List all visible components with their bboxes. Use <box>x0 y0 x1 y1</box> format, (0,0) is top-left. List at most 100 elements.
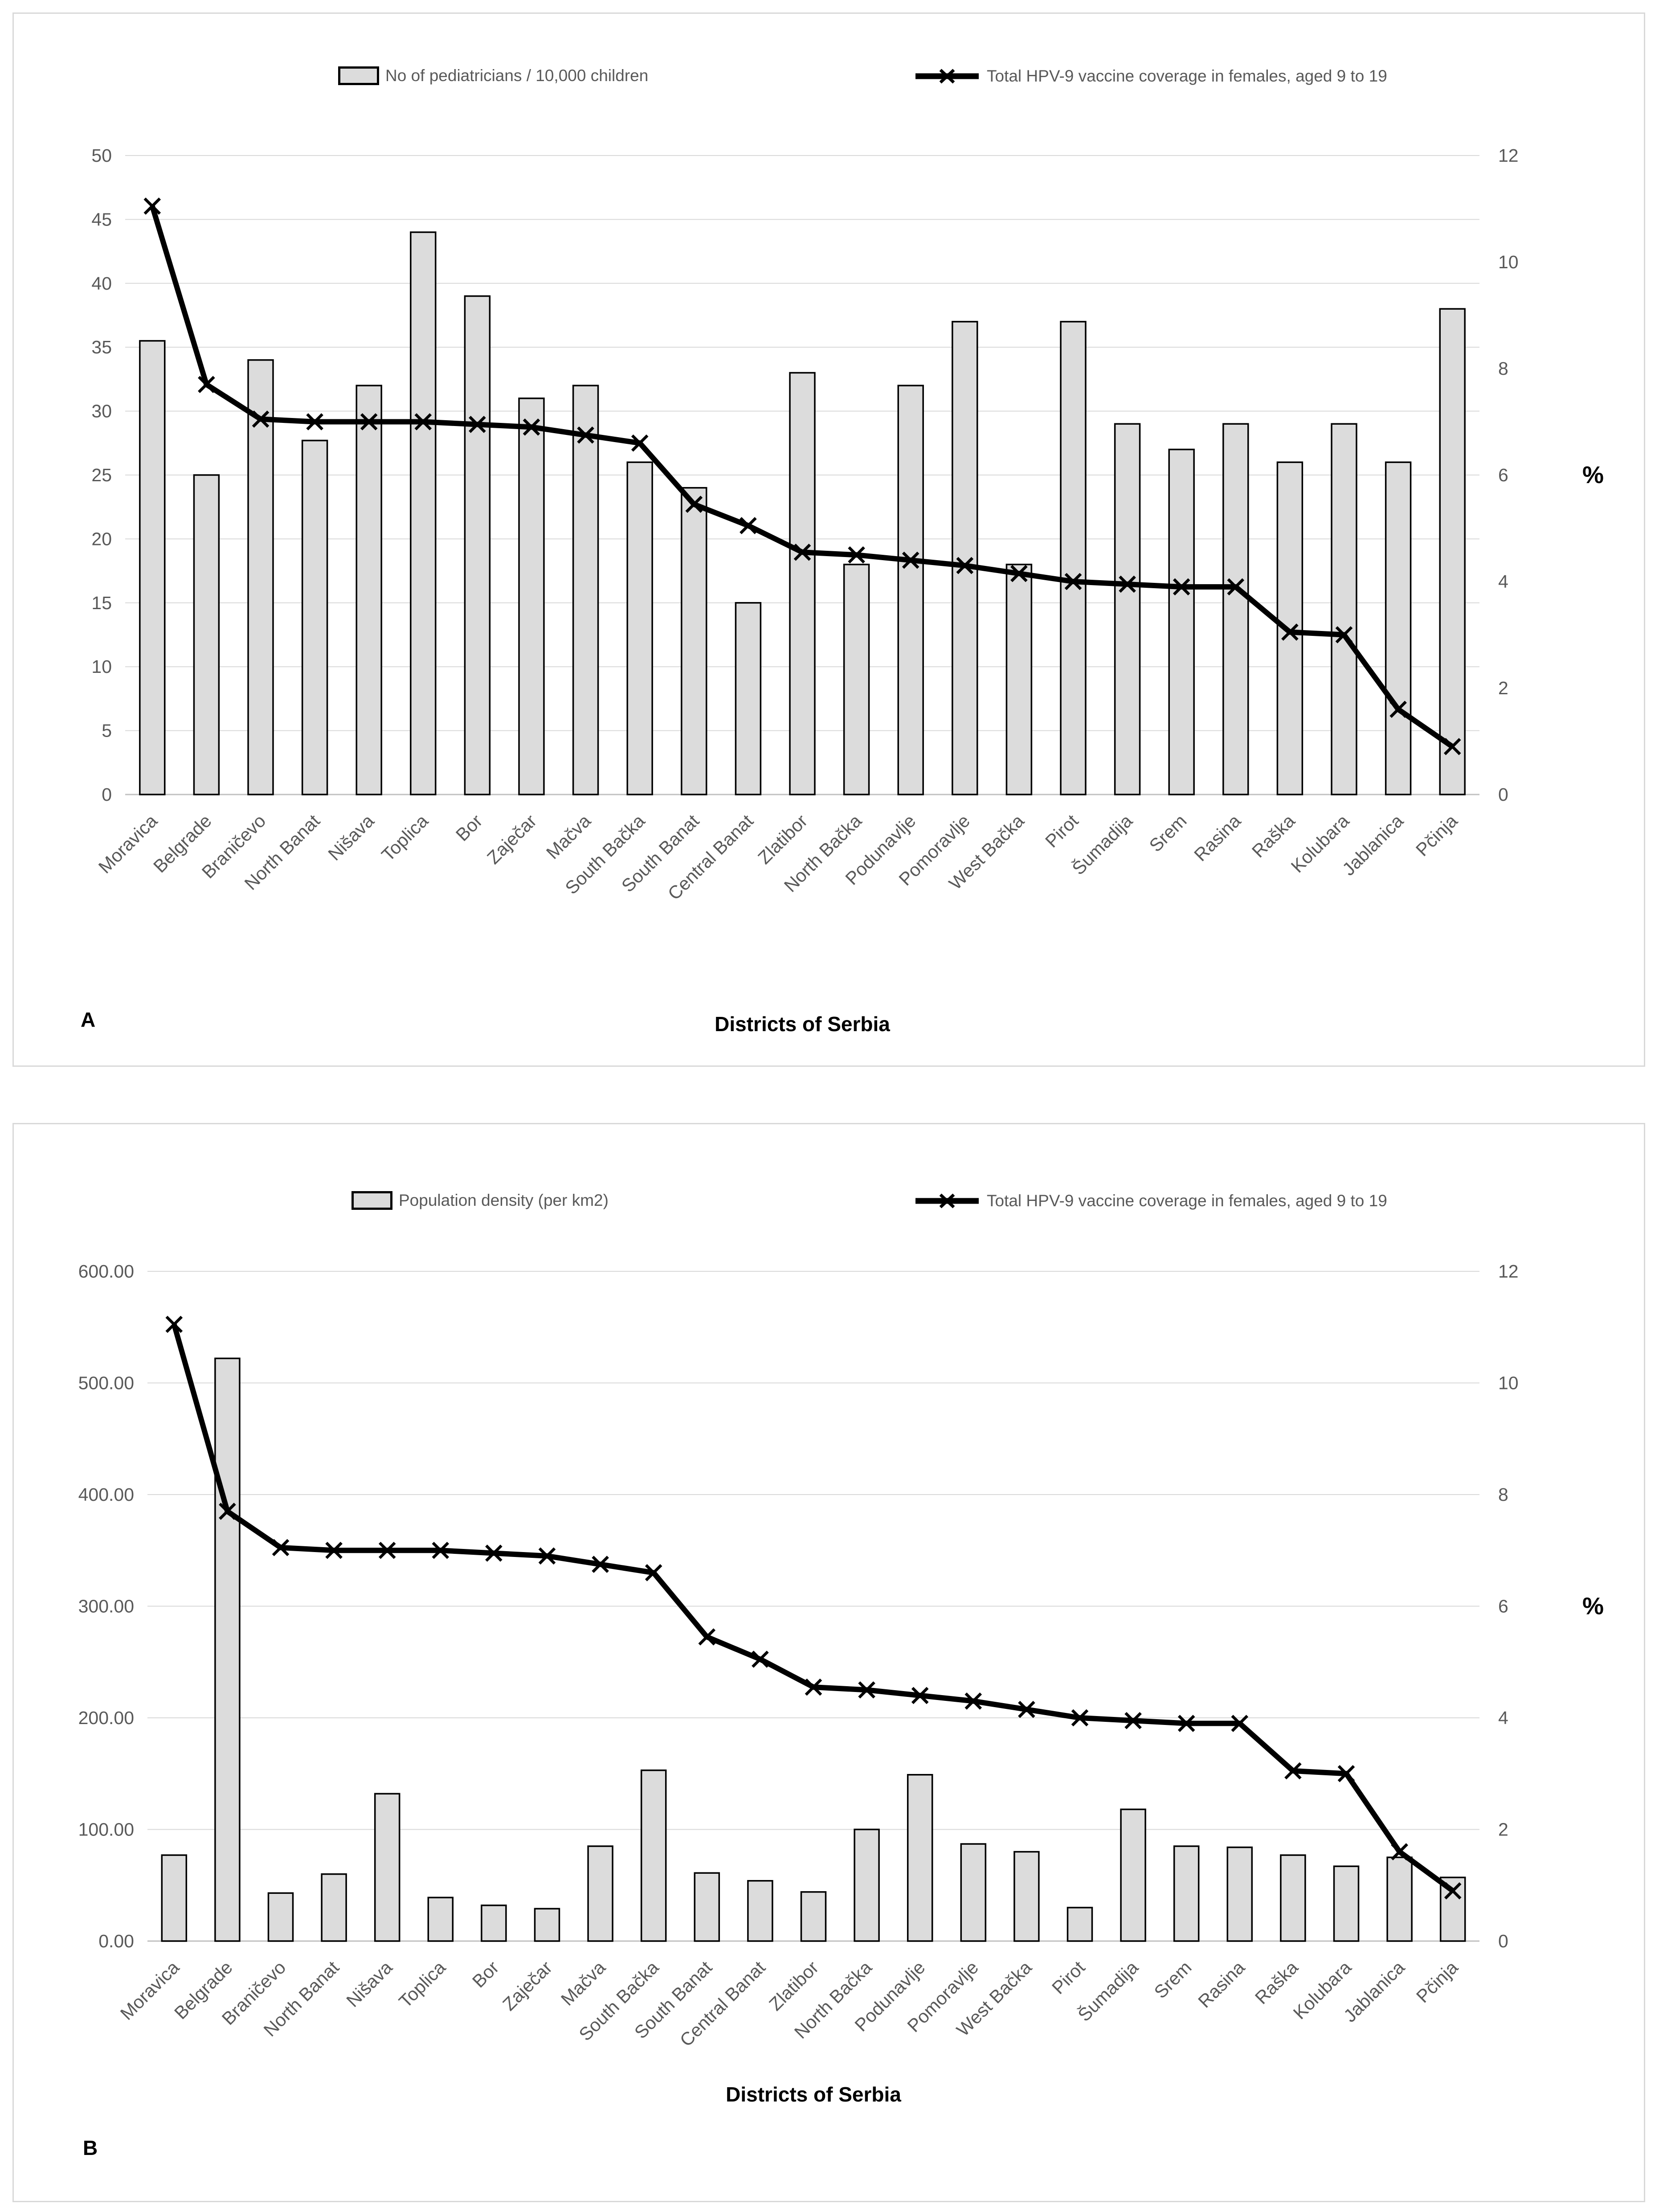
x-label-Toplica: Toplica <box>377 811 432 865</box>
line-marker-Zaječar <box>538 1547 556 1565</box>
line-marker-Podunavlje <box>911 1687 929 1704</box>
bar-Šumadija <box>1120 1808 1146 1942</box>
legend-item-bars: Population density (per km2) <box>351 1191 609 1210</box>
right-axis-tick: 8 <box>1498 358 1508 379</box>
bar-West Bačka <box>1005 564 1033 795</box>
bar-Srem <box>1173 1845 1200 1942</box>
line-marker-North Banat <box>325 1541 343 1559</box>
x-axis-title-a: Districts of Serbia <box>715 1012 890 1036</box>
line-marker-Kolubara <box>1337 1765 1355 1782</box>
x-axis-title-b: Districts of Serbia <box>726 2083 901 2106</box>
line-marker-South Banat <box>698 1628 716 1646</box>
left-axis-tick: 200.00 <box>78 1708 134 1728</box>
x-label-Bor: Bor <box>452 811 486 845</box>
bar-Podunavlje <box>897 385 924 795</box>
right-axis-tick: 0 <box>1498 784 1508 805</box>
x-label-Toplica: Toplica <box>395 1957 449 2012</box>
line-marker-Jablanica <box>1391 1843 1408 1860</box>
bar-Pirot <box>1066 1907 1093 1942</box>
line-marker-Mačva <box>577 426 594 444</box>
x-label-Pčinja: Pčinja <box>1412 1957 1462 2007</box>
bar-Moravica <box>139 340 166 795</box>
left-axis-tick: 500.00 <box>78 1373 134 1393</box>
left-axis-tick: 25 <box>91 465 112 485</box>
x-label-Šumadija: Šumadija <box>1068 811 1137 879</box>
line-marker-Central Banat <box>752 1651 769 1668</box>
left-axis-tick: 5 <box>102 721 112 741</box>
line-marker-Bor <box>469 416 486 433</box>
line-marker-Pirot <box>1071 1709 1089 1727</box>
line-marker-Belgrade <box>219 1503 236 1520</box>
legend-item-line: Total HPV-9 vaccine coverage in females,… <box>914 1191 1387 1211</box>
bar-Nišava <box>374 1793 400 1942</box>
line-marker-Šumadija <box>1119 575 1136 593</box>
line-legend-marker <box>915 69 979 84</box>
x-label-Moravica: Moravica <box>116 1957 183 2024</box>
bar-Belgrade <box>193 474 220 795</box>
bar-Central Banat <box>735 602 762 795</box>
left-axis-tick: 400.00 <box>78 1484 134 1505</box>
line-marker-Toplica <box>432 1541 449 1559</box>
bar-Bor <box>464 295 491 795</box>
chart-a: 05101520253035404550024681012%MoravicaBe… <box>91 145 1604 904</box>
line-marker-Central Banat <box>740 517 757 534</box>
left-axis-tick: 45 <box>91 209 112 229</box>
line-marker-Moravica <box>165 1315 183 1333</box>
x-label-Moravica: Moravica <box>94 811 161 877</box>
bar-Jablanica <box>1386 1856 1413 1942</box>
bar-Moravica <box>161 1854 188 1942</box>
line-marker-Braničevo <box>272 1539 290 1557</box>
right-axis-tick: 0 <box>1498 1931 1508 1951</box>
bar-Rasina <box>1226 1846 1253 1942</box>
bar-Šumadija <box>1114 423 1141 795</box>
right-axis-title: % <box>1582 1593 1604 1620</box>
line-marker-Pomoravlje <box>956 557 974 574</box>
bar-Mačva <box>572 385 599 795</box>
x-label-Pirot: Pirot <box>1048 1957 1089 1998</box>
right-axis-tick: 12 <box>1498 145 1519 166</box>
x-label-Srem: Srem <box>1145 811 1191 856</box>
bar-North Banat <box>321 1873 347 1942</box>
chart-panel-b: Population density (per km2) Total HPV-9… <box>12 1123 1645 2202</box>
bar-Braničevo <box>267 1892 294 1942</box>
x-label-Srem: Srem <box>1150 1957 1196 2003</box>
bar-Central Banat <box>747 1880 773 1942</box>
bar-North Bačka <box>854 1828 880 1942</box>
line-marker-Podunavlje <box>902 551 919 569</box>
line-marker-Pčinja <box>1443 738 1461 755</box>
line-marker-Mačva <box>592 1556 609 1573</box>
right-axis-tick: 2 <box>1498 678 1508 698</box>
line-marker-Braničevo <box>252 410 270 428</box>
left-axis-tick: 0 <box>102 784 112 805</box>
x-label-Pčinja: Pčinja <box>1412 811 1462 860</box>
bar-North Bačka <box>843 564 870 795</box>
left-axis-tick: 40 <box>91 273 112 294</box>
bar-Pčinja <box>1439 308 1466 795</box>
line-marker-Rasina <box>1227 578 1245 596</box>
left-axis-tick: 30 <box>91 401 112 422</box>
bar-Toplica <box>427 1897 454 1942</box>
legend-item-bars: No of pediatricians / 10,000 children <box>338 66 648 85</box>
bar-Kolubara <box>1331 423 1357 795</box>
chart-b: 0.00 100.00 200.00 300.00 400.00 500.00 600.00… <box>78 1261 1604 2051</box>
x-label-Rasina: Rasina <box>1194 1957 1249 2012</box>
bar-South Banat <box>681 487 707 795</box>
line-series <box>172 1323 1455 1893</box>
bar-Pomoravlje <box>952 321 978 795</box>
line-marker-Zlatibor <box>805 1678 822 1696</box>
right-axis-tick: 12 <box>1498 1261 1519 1282</box>
left-axis-tick: 35 <box>91 337 112 357</box>
legend-label: No of pediatricians / 10,000 children <box>385 66 649 85</box>
bar-South Banat <box>694 1872 720 1942</box>
bar-South Bačka <box>640 1769 667 1942</box>
x-label-Raška: Raška <box>1251 1957 1302 2008</box>
left-axis-tick: 20 <box>91 528 112 549</box>
bar-Kolubara <box>1333 1865 1360 1942</box>
bar-Nišava <box>356 385 382 795</box>
line-marker-Kolubara <box>1335 626 1353 643</box>
right-axis-tick: 4 <box>1498 1708 1508 1728</box>
x-label-Zaječar: Zaječar <box>499 1957 556 2015</box>
right-axis-tick: 2 <box>1498 1819 1508 1840</box>
line-marker-North Banat <box>306 413 323 430</box>
line-marker-Pirot <box>1064 573 1082 590</box>
